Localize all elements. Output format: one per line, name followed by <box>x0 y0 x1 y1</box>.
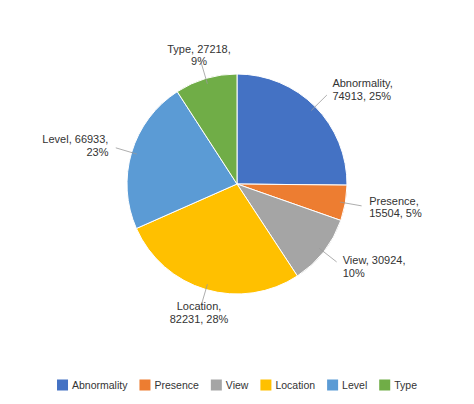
legend-label: View <box>226 379 249 391</box>
data-label-line: View, 30924, <box>343 254 406 266</box>
data-label-line: Type, 27218, <box>167 43 231 55</box>
data-label-line: 82231, 28% <box>170 313 229 325</box>
leader-line <box>311 95 327 110</box>
data-label: Location,82231, 28% <box>170 300 229 325</box>
legend-label: Abnormality <box>72 379 128 391</box>
pie-slice <box>237 74 347 185</box>
legend-label: Level <box>342 379 367 391</box>
legend-swatch <box>379 380 390 391</box>
pie-slice <box>177 74 237 184</box>
legend-swatch <box>139 380 150 391</box>
pie <box>127 74 347 294</box>
data-labels: Abnormality,74913, 25% Presence,15504, 5%… <box>42 43 422 325</box>
legend-item: Presence <box>139 379 199 391</box>
data-label: Type, 27218,9% <box>167 43 231 68</box>
leader-line <box>319 248 336 262</box>
legend-label: Presence <box>154 379 199 391</box>
data-label-line: 9% <box>191 55 207 67</box>
background <box>0 0 474 404</box>
data-label-line: Presence, <box>369 195 419 207</box>
legend-item: Type <box>379 379 417 391</box>
legend-item: Location <box>260 379 315 391</box>
data-label: Presence,15504, 5% <box>369 195 422 220</box>
legend-label: Location <box>275 379 315 391</box>
data-label: View, 30924,10% <box>343 254 406 279</box>
data-label-line: 23% <box>86 146 108 158</box>
legend-label: Type <box>394 379 417 391</box>
data-label-line: 10% <box>343 267 365 279</box>
legend-swatch <box>211 380 222 391</box>
data-label-line: Location, <box>177 300 222 312</box>
legend-item: View <box>211 379 249 391</box>
legend-swatch <box>327 380 338 391</box>
data-label-line: Level, 66933, <box>42 133 108 145</box>
data-label-line: 15504, 5% <box>369 207 422 219</box>
leader-line <box>340 202 362 206</box>
legend: Abnormality Presence View Location Level Type <box>57 379 417 391</box>
data-label-line: 74913, 25% <box>332 90 391 102</box>
legend-swatch <box>57 380 68 391</box>
data-label: Abnormality,74913, 25% <box>332 77 392 102</box>
legend-item: Abnormality <box>57 379 128 391</box>
legend-swatch <box>260 380 271 391</box>
data-label: Level, 66933,23% <box>42 133 108 158</box>
leader-line <box>116 148 137 154</box>
data-label-line: Abnormality, <box>332 77 392 89</box>
chart: Abnormality,74913, 25% Presence,15504, 5%… <box>0 0 474 404</box>
legend-item: Level <box>327 379 367 391</box>
